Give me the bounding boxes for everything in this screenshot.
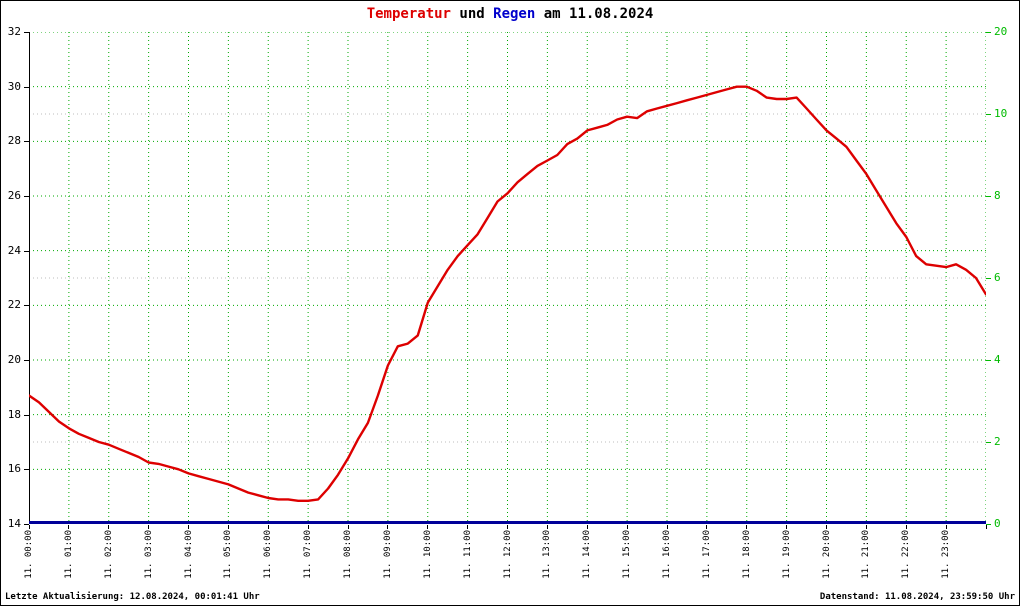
x-axis-tickmark <box>227 525 229 529</box>
x-axis-label: 11. 15:00 <box>622 530 633 579</box>
title-regen: Regen <box>493 6 536 22</box>
left-axis-tickmark <box>24 32 29 33</box>
left-axis-tickmark <box>24 250 29 252</box>
left-axis-label: 18 <box>7 407 21 421</box>
left-axis-tickmark <box>24 305 29 307</box>
x-axis-tickmark <box>307 525 309 529</box>
x-axis-tickmark <box>865 525 867 529</box>
data-state-text: Datenstand: 11.08.2024, 23:59:50 Uhr <box>819 592 1015 602</box>
x-axis-tickmark <box>786 525 788 529</box>
x-axis-label: 11. 14:00 <box>582 530 593 579</box>
x-axis-tickmark <box>188 525 189 529</box>
left-axis-label: 22 <box>7 298 21 312</box>
chart-svg <box>27 31 988 525</box>
x-axis-label: 11. 06:00 <box>263 530 274 579</box>
chart-title: Temperatur und Regen am 11.08.2024 <box>1 6 1019 22</box>
x-axis-label: 11. 07:00 <box>303 530 314 579</box>
x-axis-tickmark <box>546 525 548 529</box>
left-axis-tickmark <box>24 196 29 197</box>
right-axis-tickmark <box>986 524 991 525</box>
x-axis-tickmark <box>148 525 150 529</box>
x-axis-label: 11. 04:00 <box>183 530 194 579</box>
x-axis-label: 11. 00:00 <box>24 530 34 579</box>
x-axis-label: 11. 02:00 <box>103 530 114 579</box>
x-axis-tickmark <box>507 525 508 529</box>
left-axis-tickmark <box>24 141 29 143</box>
x-axis-tickmark <box>945 525 947 529</box>
right-axis-label: 0 <box>994 517 1001 530</box>
x-axis-label: 11. 17:00 <box>701 530 712 579</box>
left-axis-tickmark <box>24 469 29 471</box>
right-axis-tickmark <box>986 196 991 197</box>
x-axis-label: 11. 05:00 <box>223 530 234 579</box>
x-axis-tickmark <box>28 525 30 529</box>
x-axis-tickmark <box>68 525 70 529</box>
title-und: und <box>450 6 494 22</box>
right-axis-label: 2 <box>994 435 1001 448</box>
left-axis-tickmark <box>24 414 29 416</box>
right-axis-label: 6 <box>994 271 1001 284</box>
title-date: am 11.08.2024 <box>535 6 654 22</box>
left-axis-tickmark <box>24 360 29 361</box>
x-axis-tickmark <box>666 525 668 529</box>
left-axis-label: 24 <box>7 243 21 257</box>
x-axis-tickmark <box>985 525 987 529</box>
right-axis-tickmark <box>986 114 991 115</box>
left-axis-label: 20 <box>7 353 21 366</box>
right-axis-tickmark <box>986 442 991 443</box>
x-axis-tickmark <box>108 525 110 529</box>
x-axis-label: 11. 03:00 <box>143 530 154 579</box>
x-axis-label: 11. 19:00 <box>781 530 792 579</box>
left-axis-label: 30 <box>7 79 21 93</box>
x-axis-tickmark <box>746 525 748 529</box>
x-axis-label: 11. 13:00 <box>542 530 553 579</box>
x-axis-label: 11. 12:00 <box>502 530 513 579</box>
x-axis-label: 11. 22:00 <box>901 530 912 579</box>
left-axis-label: 26 <box>7 189 21 202</box>
x-axis-label: 11. 09:00 <box>382 530 393 579</box>
right-axis-tickmark <box>986 32 991 33</box>
right-axis-label: 4 <box>994 353 1001 366</box>
x-axis-label: 11. 21:00 <box>861 530 872 579</box>
plot-area <box>27 31 988 525</box>
right-axis-label: 20 <box>994 25 1008 38</box>
x-axis-label: 11. 08:00 <box>343 530 353 579</box>
x-axis-label: 11. 11:00 <box>462 530 473 579</box>
right-axis-rain-labels: 20 10 8 6 4 2 0 <box>986 26 1019 530</box>
x-axis-label: 11. 20:00 <box>821 530 832 579</box>
right-axis-tickmark <box>986 360 991 361</box>
x-axis-label: 11. 23:00 <box>941 530 952 579</box>
x-axis-label: 11. 16:00 <box>662 530 672 579</box>
x-axis-label: 11. 10:00 <box>422 530 433 579</box>
x-axis-tickmark <box>826 525 827 529</box>
left-axis-label: 32 <box>7 25 21 38</box>
left-axis-tickmark <box>24 524 29 525</box>
x-axis-tickmark <box>347 525 349 529</box>
left-axis-tickmark <box>24 86 29 88</box>
x-axis-tickmark <box>586 525 588 529</box>
right-axis-label: 8 <box>994 189 1001 202</box>
last-update-text: Letzte Aktualisierung: 12.08.2024, 00:01… <box>5 592 260 602</box>
left-axis-label: 28 <box>7 134 21 148</box>
x-axis-time-labels: 11. 00:00 11. 01:00 11. 02:00 11. 03:00 11. … <box>24 524 989 590</box>
x-axis-tickmark <box>467 525 469 529</box>
x-axis-label: 11. 18:00 <box>741 530 752 579</box>
x-axis-tickmark <box>267 525 269 529</box>
right-axis-label: 10 <box>994 107 1008 120</box>
title-temperatur: Temperatur <box>366 6 451 22</box>
temperature-line <box>27 85 988 502</box>
x-axis-tickmark <box>427 525 429 529</box>
left-axis-temperature-labels: 32 30 28 26 24 22 20 18 16 14 <box>1 26 29 530</box>
left-axis-label: 14 <box>7 517 21 530</box>
right-axis-tickmark <box>986 278 991 279</box>
x-axis-tickmark <box>387 525 389 529</box>
x-axis-tickmark <box>706 525 708 529</box>
x-axis-label: 11. 01:00 <box>63 530 74 579</box>
x-axis-tickmark <box>626 525 628 529</box>
left-axis-label: 16 <box>7 462 21 476</box>
x-axis-tickmark <box>905 525 907 529</box>
